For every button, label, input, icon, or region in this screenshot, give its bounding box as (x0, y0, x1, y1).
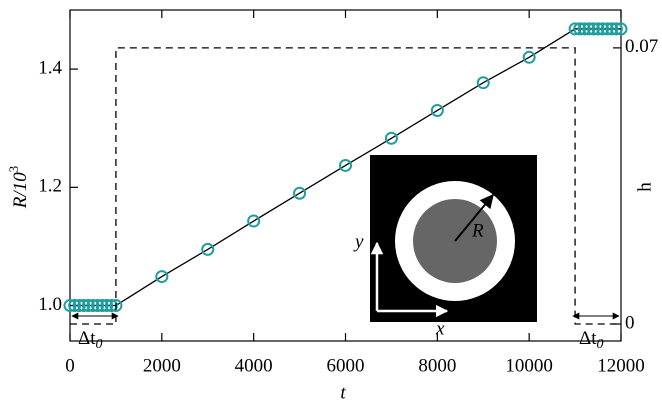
data-point (68, 299, 82, 313)
series-line (70, 47, 621, 325)
data-point (605, 22, 619, 36)
data-point (104, 299, 118, 313)
data-point (582, 22, 596, 36)
inset-x-label: x (435, 318, 445, 339)
data-point (293, 186, 307, 200)
x-tick-label: 8000 (418, 355, 456, 376)
annotation-subscript: 0 (96, 337, 103, 352)
data-point (609, 22, 623, 36)
data-point (95, 299, 109, 313)
data-point (77, 299, 91, 313)
data-point (155, 270, 169, 284)
data-point (476, 76, 490, 90)
radius-label: R (471, 220, 484, 241)
data-point (586, 22, 600, 36)
annotation: Δt0 (78, 328, 103, 352)
inset: R y x (353, 155, 537, 339)
data-point (339, 158, 352, 172)
series-line (70, 28, 621, 307)
data-point (384, 131, 398, 145)
y-tick-label: 1.2 (38, 176, 62, 197)
data-point (614, 22, 628, 36)
plot-frame (69, 9, 622, 342)
annotation-text: Δt (579, 328, 597, 349)
y2-tick-label: 0 (625, 312, 635, 333)
x-axis-label: t (340, 382, 346, 403)
data-point (591, 22, 605, 36)
annotation-text: Δt (78, 328, 96, 349)
data-point (577, 22, 591, 36)
inset-y-label: y (353, 231, 364, 252)
x-tick-label: 2000 (143, 355, 181, 376)
data-point (91, 299, 105, 313)
data-point (568, 22, 582, 36)
data-point (109, 299, 123, 313)
data-point (573, 22, 587, 36)
data-point (100, 299, 114, 313)
x-tick-label: 4000 (235, 355, 273, 376)
annotation-subscript: 0 (597, 337, 604, 352)
data-point (86, 299, 100, 313)
y-label-text: R/10 (10, 172, 31, 209)
y2-tick-label: 0.07 (625, 36, 658, 57)
x-tick-label: 10000 (505, 355, 553, 376)
data-point (522, 50, 536, 64)
x-tick-label: 12000 (597, 355, 645, 376)
data-point (81, 299, 95, 313)
x-tick-label: 0 (65, 355, 75, 376)
data-point (63, 299, 77, 313)
x-tick-label: 6000 (327, 355, 365, 376)
data-point (201, 242, 215, 256)
data-point (596, 22, 610, 36)
data-point (247, 214, 261, 228)
y-label-superscript: 3 (6, 166, 21, 173)
data-point (430, 103, 444, 117)
y-tick-label: 1.0 (38, 294, 62, 315)
annotation: Δt0 (579, 328, 604, 352)
y-tick-label: 1.4 (38, 57, 62, 78)
y2-axis-label: h (634, 182, 655, 192)
data-point (72, 299, 86, 313)
radius-arrow (454, 193, 494, 242)
y-axis-label: R/103 (6, 166, 31, 209)
data-point (600, 22, 614, 36)
